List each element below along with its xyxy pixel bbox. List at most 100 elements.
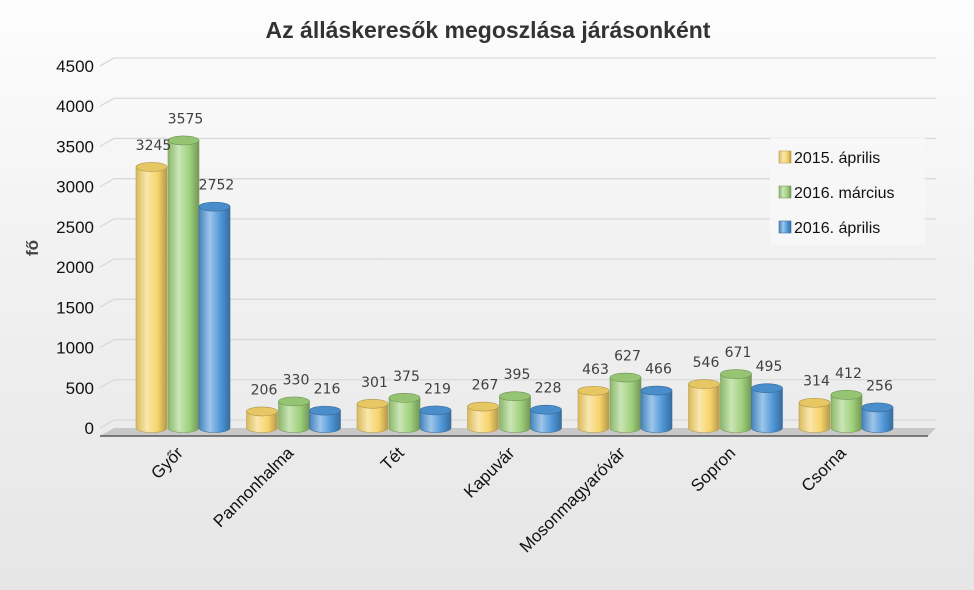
data-label: 3575 (168, 111, 204, 127)
bar-top (720, 369, 752, 379)
gridlines (99, 57, 936, 429)
bar-body (388, 397, 421, 433)
x-axis-ticks: Győr Pannonhalma Tét KapuvárMosonmagyaróvár… (147, 443, 850, 556)
bar (751, 383, 783, 433)
y-axis-ticks: 0 500 1000 1500 2000 2500 3000 3500 4000 4500 (56, 57, 94, 438)
gridline (99, 258, 936, 268)
bar (609, 372, 642, 433)
gridline (99, 379, 936, 389)
x-tick-label: Győr (147, 443, 187, 483)
bar-top (830, 390, 863, 400)
legend-swatch (778, 220, 792, 234)
legend-label: 2016. március (794, 185, 895, 202)
bars (135, 135, 894, 433)
bar-body (609, 377, 642, 433)
bar-body (751, 387, 783, 433)
legend-box (770, 138, 925, 245)
bar-body (798, 402, 831, 433)
gridline (99, 338, 936, 349)
bar-top (577, 385, 610, 396)
bar-body (861, 407, 894, 433)
bar (246, 406, 278, 433)
y-axis-label: fő (23, 240, 42, 256)
data-label: 627 (614, 349, 641, 365)
gridline (99, 137, 936, 148)
bar-body (309, 410, 341, 433)
data-label: 671 (725, 345, 752, 361)
bar (419, 405, 452, 433)
y-tick-label: 3000 (56, 178, 94, 197)
gridline (99, 218, 936, 228)
gridline (99, 97, 936, 107)
bar-top (309, 405, 341, 416)
bar-body (577, 390, 610, 433)
data-label: 216 (314, 382, 341, 398)
data-label: 466 (645, 362, 672, 378)
bar (167, 135, 200, 433)
data-label: 228 (535, 381, 562, 397)
bar-top (751, 383, 783, 393)
bar-top (467, 401, 499, 412)
gridline (99, 298, 936, 308)
data-label: 2752 (199, 178, 235, 194)
x-tick-label: Csorna (798, 443, 851, 496)
data-label: 206 (251, 382, 278, 398)
bar (278, 396, 310, 433)
y-tick-label: 4500 (56, 57, 94, 76)
data-label: 330 (283, 372, 310, 388)
gridline (99, 178, 936, 188)
bar (135, 162, 168, 433)
y-tick-label: 500 (66, 379, 94, 398)
bar-top (688, 379, 720, 389)
bar-body (198, 206, 231, 433)
data-label: 546 (693, 355, 720, 371)
legend-label: 2015. április (794, 150, 880, 167)
bar (356, 398, 389, 433)
bar-top (609, 372, 642, 383)
chart-title: Az álláskeresők megoszlása járásonként (266, 17, 711, 43)
data-label: 495 (756, 359, 783, 375)
y-tick-label: 2000 (56, 258, 94, 277)
y-tick-label: 3500 (56, 137, 94, 156)
bar (198, 201, 231, 433)
legend-swatch (778, 185, 792, 199)
bar (798, 397, 831, 433)
bar-top (278, 396, 310, 407)
bar-top (861, 402, 894, 413)
bar-body (640, 390, 673, 433)
bar (688, 379, 720, 433)
bar-body (530, 409, 562, 433)
x-tick-label: Tét (377, 443, 408, 474)
bar (309, 405, 341, 433)
bar (388, 393, 421, 433)
data-label: 412 (835, 366, 862, 382)
bar-body (720, 373, 752, 433)
x-tick-label: Sopron (687, 443, 739, 495)
bar-top (530, 404, 562, 415)
data-label: 301 (361, 375, 388, 391)
bar-body (167, 140, 200, 433)
data-label: 314 (803, 374, 830, 390)
bar-top (356, 398, 389, 409)
y-tick-label: 1000 (56, 339, 94, 358)
bar-body (419, 410, 452, 433)
bar-top (388, 393, 421, 403)
bar-top (640, 385, 673, 396)
legend: 2015. április 2016. március 2016. április (770, 138, 925, 245)
bar (861, 402, 894, 433)
bar-top (167, 135, 200, 146)
bar-top (198, 201, 231, 212)
bar (720, 369, 752, 433)
bar-top (798, 397, 831, 408)
y-tick-label: 0 (85, 419, 94, 438)
data-label: 3245 (136, 138, 172, 154)
bar-body (135, 166, 168, 433)
bar-body (356, 403, 389, 433)
bar-body (246, 411, 278, 433)
bar-body (830, 394, 863, 433)
bar (830, 390, 863, 433)
data-label: 267 (472, 378, 499, 394)
x-tick-label: Pannonhalma (210, 443, 298, 531)
bar-top (419, 405, 452, 416)
